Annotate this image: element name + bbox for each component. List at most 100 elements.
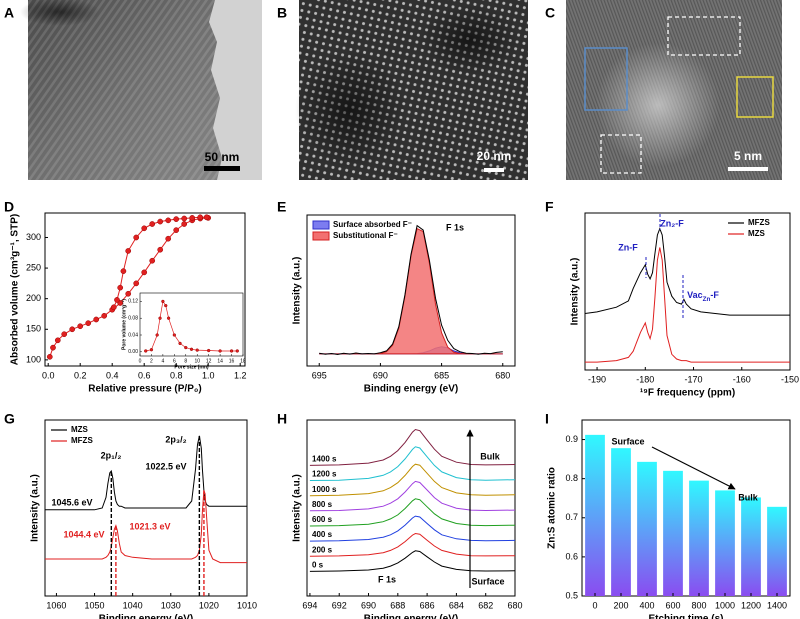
y-axis-label: Absorbed volume (cm³g⁻¹, STP) <box>10 214 21 365</box>
annotation: Zn-F <box>618 242 638 252</box>
y-tick-label: 0.04 <box>128 332 138 338</box>
data-point <box>166 316 171 320</box>
annotation-part: Zn <box>703 296 711 303</box>
x-tick-label: 690 <box>373 370 388 380</box>
annotation: Surface <box>471 576 504 586</box>
spectrum-line <box>309 480 516 512</box>
y-axis-label: Zn:S atomic ratio <box>547 467 558 549</box>
x-axis-label: Etching time (s) <box>648 614 723 619</box>
series-label: 0 s <box>312 560 324 569</box>
x-tick-label: 12 <box>206 358 212 364</box>
y-tick-label: 0.8 <box>565 473 578 483</box>
x-axis-label: Binding energy (eV) <box>364 614 458 619</box>
annotation: F 1s <box>378 574 396 584</box>
x-tick-label: 680 <box>507 600 522 610</box>
peak-label: 1022.5 eV <box>145 461 186 471</box>
x-tick-label: 1200 <box>741 600 761 610</box>
bar <box>767 506 787 596</box>
data-point <box>50 344 56 351</box>
legend-label: MFZS <box>748 218 770 227</box>
x-tick-label: -170 <box>685 374 703 384</box>
y-tick-label: 200 <box>26 293 41 303</box>
panel-letter: A <box>4 5 14 21</box>
x-axis-label: ¹⁹F frequency (ppm) <box>640 388 735 399</box>
data-point <box>85 320 92 327</box>
data-point <box>161 299 165 304</box>
annotation: Zn₂-F <box>660 218 684 228</box>
data-point <box>173 227 180 233</box>
x-tick-label: 2 <box>150 358 153 364</box>
x-tick-label: 4 <box>161 358 164 364</box>
scale-bar-label: 50 nm <box>205 150 240 164</box>
series-label: 800 s <box>312 500 333 509</box>
data-point <box>54 337 61 344</box>
legend-swatch <box>312 231 330 241</box>
plot-frame <box>306 419 516 597</box>
annotation: 2p₁/₂ <box>101 450 122 460</box>
annotation: 2p₃/₂ <box>165 434 186 444</box>
spectrum-line <box>309 550 516 572</box>
y-tick-label: 0.9 <box>565 434 578 444</box>
x-tick-label: 8 <box>184 358 187 364</box>
x-tick-label: -180 <box>636 374 654 384</box>
data-point <box>141 269 148 276</box>
annotation-part: -F <box>710 290 719 300</box>
plot-frame <box>584 212 791 371</box>
x-tick-label: 686 <box>420 600 435 610</box>
x-tick-label: 0.0 <box>42 370 55 380</box>
plot-frame <box>44 212 246 367</box>
x-tick-label: 1.0 <box>202 370 215 380</box>
data-point <box>101 312 108 319</box>
y-tick-label: 150 <box>26 324 41 334</box>
x-tick-label: 1010 <box>237 600 257 610</box>
panel-letter: C <box>545 5 555 21</box>
data-point <box>172 333 176 337</box>
y-axis-label: Intensity (a.u.) <box>30 474 41 542</box>
x-tick-label: 18 <box>240 358 246 364</box>
x-tick-label: 600 <box>665 600 680 610</box>
scale-bar-label: 5 nm <box>734 149 762 163</box>
bar <box>715 490 735 596</box>
legend-swatch <box>312 220 330 230</box>
series-label: 600 s <box>312 515 333 524</box>
x-tick-label: 800 <box>691 600 706 610</box>
x-tick-label: 1400 <box>767 600 787 610</box>
plot-frame <box>581 419 791 597</box>
legend-label: MFZS <box>71 436 93 445</box>
legend-label: Surface absorbed F⁻ <box>333 220 412 229</box>
y-tick-label: 0.12 <box>128 299 138 305</box>
data-point <box>61 331 68 338</box>
spectrum-line <box>309 446 516 481</box>
data-point <box>207 348 211 353</box>
data-point <box>149 257 156 264</box>
peak-label: 1021.3 eV <box>129 521 170 531</box>
data-point <box>46 353 53 360</box>
spectrum-line <box>49 217 209 357</box>
data-point <box>93 316 100 323</box>
annotation: Surface <box>611 436 644 446</box>
series-label: 400 s <box>312 530 333 539</box>
x-tick-label: 682 <box>478 600 493 610</box>
panel-letter: H <box>277 411 287 427</box>
series-label: 1400 s <box>312 455 337 464</box>
data-point <box>155 333 159 337</box>
data-point <box>149 221 156 227</box>
y-axis-label: Pore volume (cm³g⁻¹) <box>121 299 127 350</box>
x-tick-label: 1030 <box>161 600 181 610</box>
y-tick-label: 0.7 <box>565 512 578 522</box>
data-point <box>203 214 210 221</box>
x-tick-label: 684 <box>449 600 464 610</box>
spectrum-line <box>45 490 247 564</box>
x-tick-label: 685 <box>434 370 449 380</box>
scale-bar-label: 20 nm <box>477 149 512 163</box>
peak-label: 1044.4 eV <box>63 529 104 539</box>
fit-area <box>319 227 503 355</box>
data-point <box>189 347 194 351</box>
x-tick-label: 200 <box>613 600 628 610</box>
tem-image-a <box>20 0 262 180</box>
data-point <box>181 215 188 222</box>
data-point <box>165 217 172 224</box>
data-point <box>218 349 222 353</box>
